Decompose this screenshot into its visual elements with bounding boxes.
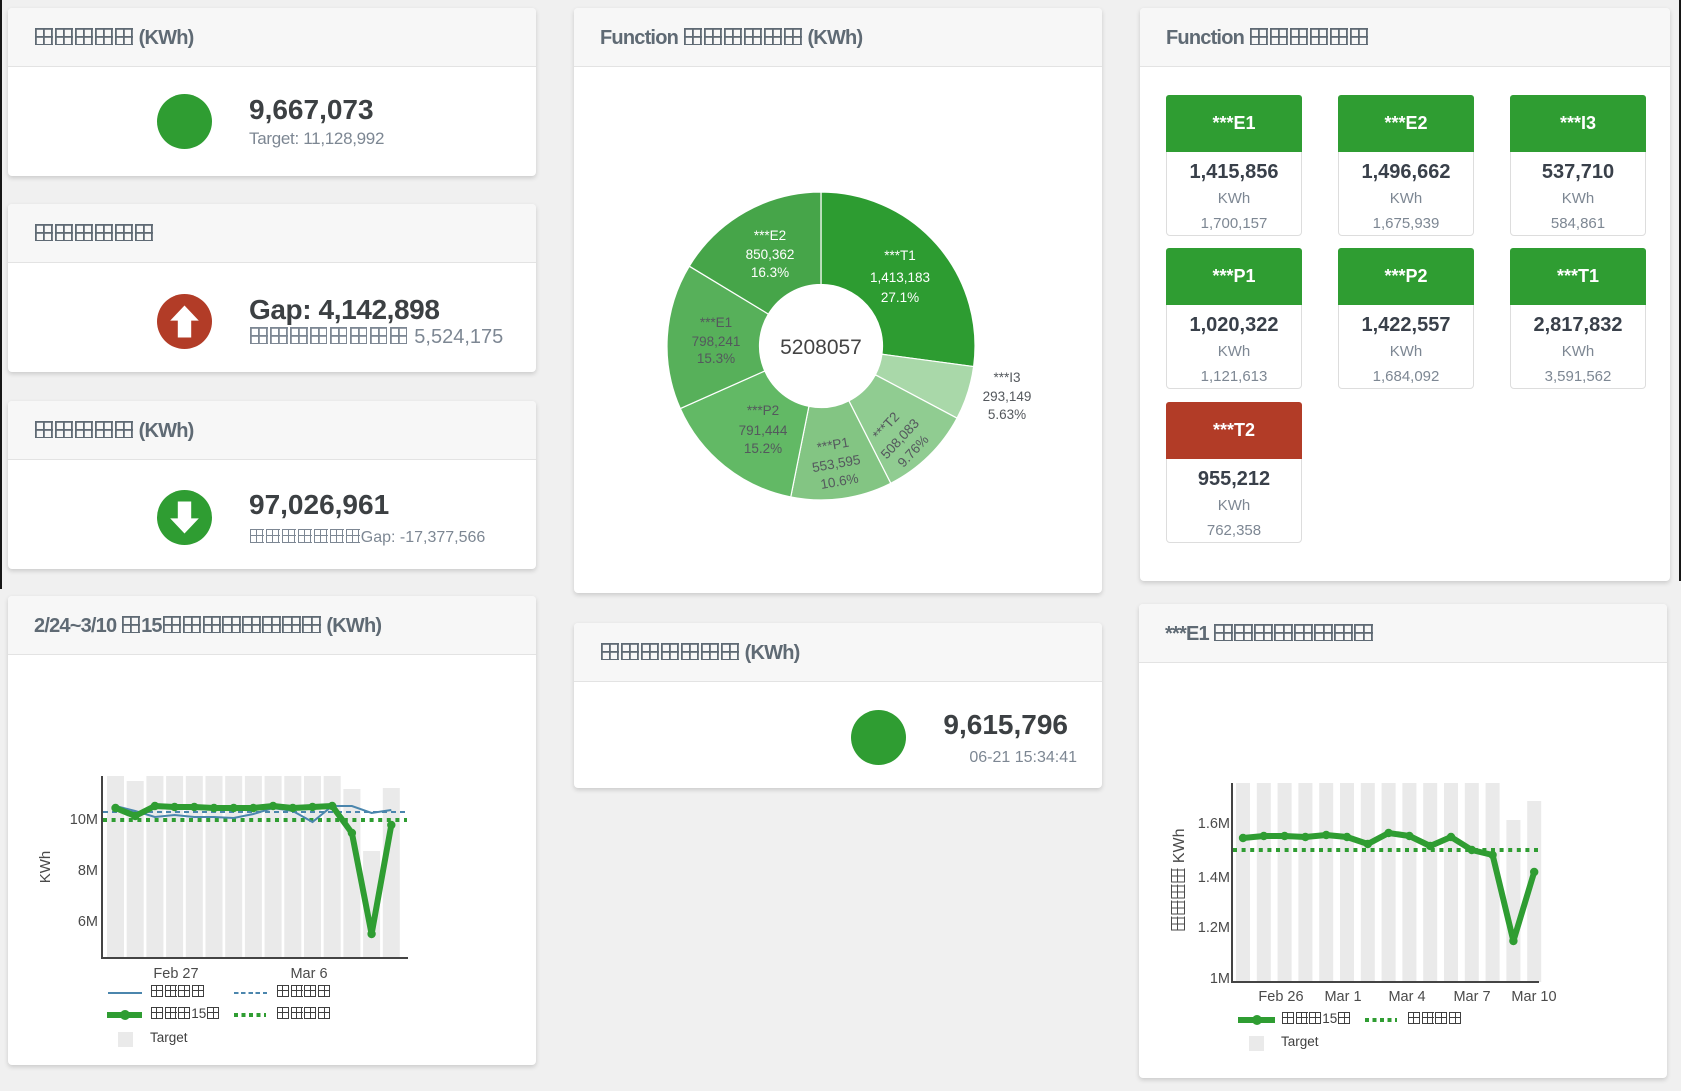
- svg-text:Mar 10: Mar 10: [1511, 989, 1556, 1005]
- svg-text:10M: 10M: [70, 812, 98, 828]
- svg-text:5208057: 5208057: [780, 336, 862, 359]
- svg-text:16.3%: 16.3%: [751, 265, 789, 280]
- svg-text:Mar 7: Mar 7: [1453, 989, 1490, 1005]
- svg-text:***P1: ***P1: [816, 435, 850, 455]
- svg-text:1,413,183: 1,413,183: [870, 270, 930, 285]
- svg-text:27.1%: 27.1%: [881, 290, 919, 305]
- svg-text:5.63%: 5.63%: [988, 407, 1026, 422]
- svg-text:***P2: ***P2: [747, 403, 779, 418]
- svg-text:***E2: ***E2: [754, 228, 786, 243]
- svg-text:1M: 1M: [1210, 971, 1230, 987]
- svg-text:8M: 8M: [78, 863, 98, 879]
- svg-text:***I3: ***I3: [993, 370, 1020, 385]
- svg-text:791,444: 791,444: [739, 423, 788, 438]
- svg-text:Mar 4: Mar 4: [1388, 989, 1425, 1005]
- svg-text:***T1: ***T1: [884, 248, 916, 263]
- svg-text:***E1: ***E1: [700, 315, 732, 330]
- svg-text:Mar 6: Mar 6: [290, 966, 327, 982]
- svg-text:Mar 1: Mar 1: [1324, 989, 1361, 1005]
- svg-text:798,241: 798,241: [692, 334, 741, 349]
- svg-text:1.2M: 1.2M: [1198, 920, 1230, 936]
- svg-text:10.6%: 10.6%: [819, 471, 859, 492]
- svg-text:15.2%: 15.2%: [744, 441, 782, 456]
- svg-text:293,149: 293,149: [983, 389, 1032, 404]
- svg-text:15.3%: 15.3%: [697, 351, 735, 366]
- svg-text:1.6M: 1.6M: [1198, 816, 1230, 832]
- svg-text:KWh: KWh: [37, 851, 54, 884]
- svg-text:850,362: 850,362: [746, 247, 795, 262]
- svg-text:Feb 27: Feb 27: [153, 966, 198, 982]
- svg-text:Feb 26: Feb 26: [1258, 989, 1303, 1005]
- svg-text:6M: 6M: [78, 914, 98, 930]
- svg-text:1.4M: 1.4M: [1198, 870, 1230, 886]
